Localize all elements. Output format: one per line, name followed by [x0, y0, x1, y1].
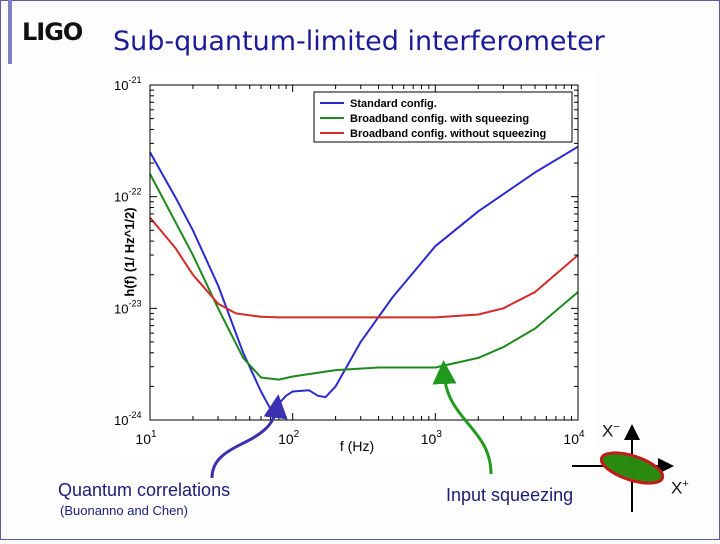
x-plus-base: X [671, 478, 683, 498]
x-tick-label: 103 [421, 429, 443, 447]
tick-layer [149, 85, 578, 421]
y-tick-label: 10-21 [114, 75, 141, 93]
legend-box [313, 91, 573, 143]
y-tick-label: 10-24 [114, 410, 141, 428]
x-tick-label: 104 [563, 429, 585, 447]
slide-title: Sub-quantum-limited interferometer [113, 26, 605, 57]
x-minus-quadrature-label: X− [602, 421, 620, 442]
x-tick-label: 102 [278, 429, 300, 447]
ligo-logo: LIGO [22, 18, 83, 46]
slide-side-rule [8, 0, 12, 64]
squeezed-state-ellipse [599, 451, 665, 485]
y-tick-label: 10-22 [114, 187, 141, 205]
input-squeezing-caption: Input squeezing [446, 485, 574, 505]
reference-caption: (Buonanno and Chen) [60, 503, 188, 518]
legend-label-3: Broadband config. without squeezing [350, 128, 546, 140]
quantum-correlations-arrow [210, 394, 288, 479]
x-minus-superscript: − [613, 421, 620, 433]
quantum-correlations-caption: Quantum correlations [58, 480, 231, 500]
legend-label-1: Standard config. [350, 98, 437, 110]
x-axis-label: f (Hz) [340, 438, 374, 454]
x-plus-superscript: + [682, 478, 689, 490]
x-plus-quadrature-label: X+ [671, 478, 689, 499]
x-tick-label: 101 [135, 429, 157, 447]
series-line-3 [149, 216, 579, 319]
chart-legend: Standard config. Broadband config. with s… [313, 91, 573, 143]
y-tick-label: 10-23 [114, 298, 141, 316]
label-layer: 101 102 103 104 10-24 10-23 10-22 10-21 f (Hz) h(… [114, 75, 585, 454]
legend-label-2: Broadband config. with squeezing [350, 113, 529, 125]
annotation-layer [210, 360, 674, 512]
series-layer [149, 145, 579, 411]
series-line-1 [149, 145, 579, 411]
input-squeezing-arrow [432, 360, 493, 475]
plot-frame [149, 84, 579, 421]
y-axis-label: h(f) (1/ Hz^1/2) [122, 207, 137, 296]
series-line-2 [149, 173, 579, 381]
frame-layer [149, 84, 579, 421]
x-minus-base: X [602, 421, 614, 441]
